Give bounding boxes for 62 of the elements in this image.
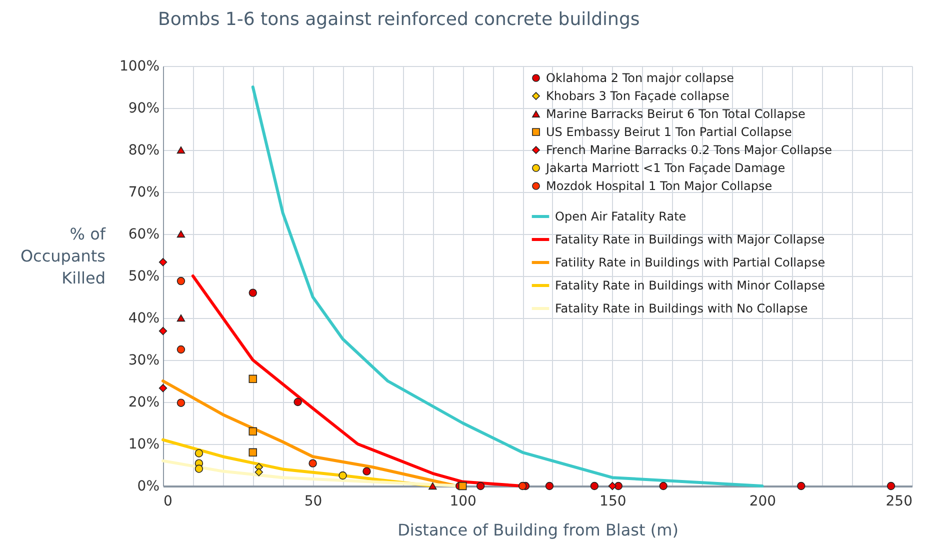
y-axis-title: % of Occupants Killed bbox=[20, 224, 106, 288]
point bbox=[176, 345, 186, 354]
point bbox=[158, 384, 168, 392]
point bbox=[248, 374, 257, 384]
point bbox=[254, 468, 263, 476]
x-tick-label: 50 bbox=[304, 494, 322, 510]
x-tick-label: 0 bbox=[164, 494, 172, 510]
y-tick-label: 90% bbox=[128, 100, 160, 116]
x-tick-label: 250 bbox=[886, 494, 912, 510]
x-axis-title: Distance of Building from Blast (m) bbox=[398, 520, 678, 540]
legend-label: Oklahoma 2 Ton major collapse bbox=[546, 71, 734, 85]
point bbox=[545, 482, 554, 490]
y-tick-label: 10% bbox=[128, 436, 160, 452]
legend-label: Fatility Rate in Buildings with Partial Collapse bbox=[555, 256, 826, 270]
y-tick-label: 80% bbox=[128, 142, 160, 158]
point bbox=[176, 230, 186, 238]
point bbox=[797, 482, 806, 490]
legend-label: US Embassy Beirut 1 Ton Partial Collapse bbox=[546, 125, 792, 139]
x-tick-label: 200 bbox=[749, 494, 776, 510]
legend-label: Marine Barracks Beirut 6 Ton Total Collapse bbox=[546, 107, 806, 121]
legend-label: Khobars 3 Ton Façade collapse bbox=[546, 89, 730, 103]
x-tick-label: 150 bbox=[600, 494, 626, 510]
point bbox=[886, 482, 896, 490]
x-tick-label: 100 bbox=[450, 494, 476, 510]
legend-label: Fatality Rate in Buildings with Minor Collapse bbox=[555, 278, 825, 292]
point bbox=[158, 258, 168, 266]
point bbox=[158, 326, 168, 336]
point bbox=[518, 482, 527, 490]
legend-label: Jakarta Marriott <1 Ton Façade Damage bbox=[545, 161, 786, 175]
point bbox=[176, 146, 186, 154]
legend-label: Mozdok Hospital 1 Ton Major Collapse bbox=[546, 179, 772, 193]
legend-label: Fatality Rate in Buildings with No Collapse bbox=[555, 302, 808, 316]
point bbox=[590, 482, 599, 490]
point bbox=[176, 398, 186, 407]
y-tick-label: 70% bbox=[128, 184, 160, 200]
y-tick-label: 100% bbox=[119, 58, 160, 74]
chart-title: Bombs 1-6 tons against reinforced concrete buildings bbox=[158, 9, 640, 30]
y-tick-label: 50% bbox=[128, 268, 160, 284]
legend-label: Fatality Rate in Buildings with Major Collapse bbox=[555, 232, 825, 246]
point bbox=[248, 288, 257, 297]
point bbox=[176, 276, 186, 286]
point bbox=[659, 482, 668, 490]
y-tick-label: 30% bbox=[128, 352, 160, 368]
y-tick-label: 20% bbox=[128, 394, 160, 410]
y-tick-label: 0% bbox=[137, 478, 160, 494]
point bbox=[194, 449, 204, 458]
point bbox=[308, 459, 317, 468]
y-tick-label: 40% bbox=[128, 310, 160, 326]
point bbox=[458, 482, 467, 490]
point bbox=[248, 448, 257, 457]
point bbox=[362, 467, 371, 476]
point bbox=[338, 471, 347, 480]
point bbox=[294, 398, 302, 406]
legend-label: French Marine Barracks 0.2 Tons Major Collapse bbox=[546, 143, 832, 157]
point bbox=[608, 482, 617, 490]
point bbox=[194, 464, 204, 473]
point bbox=[248, 427, 257, 436]
legend-label: Open Air Fatality Rate bbox=[555, 210, 686, 224]
y-tick-label: 60% bbox=[128, 226, 160, 242]
point bbox=[476, 482, 485, 490]
point bbox=[428, 482, 437, 490]
point bbox=[176, 314, 186, 322]
